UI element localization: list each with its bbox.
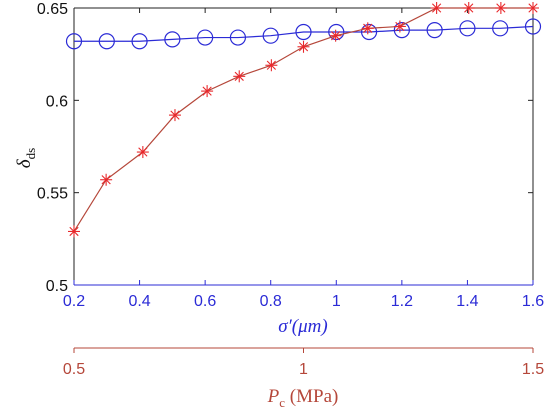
data-point-circle	[229, 29, 247, 46]
y-tick-label: 0.65	[37, 1, 68, 18]
data-point-circle	[426, 22, 443, 39]
x-tick-label: 1.6	[522, 293, 544, 310]
x2-label-subscript: c	[279, 395, 285, 410]
x2-tick-label: 0.5	[63, 361, 85, 378]
x-tick-label: 0.2	[63, 293, 85, 310]
data-point-circle	[65, 33, 83, 50]
y-tick-label: 0.55	[37, 186, 68, 203]
series-layer	[65, 2, 542, 238]
data-point-star	[265, 59, 278, 72]
x-tick-label: 1.2	[391, 293, 413, 310]
data-point-circle	[492, 20, 509, 37]
data-point-circle	[197, 29, 214, 46]
x-tick-label: 0.6	[194, 293, 216, 310]
data-point-star	[527, 2, 539, 14]
data-point-circle	[459, 20, 476, 37]
series-line-circle	[74, 25, 534, 42]
y-axis-label: δds	[14, 148, 38, 168]
x-axis-secondary: 0.5 1 1.5	[63, 347, 544, 378]
data-point-star	[68, 225, 80, 238]
data-point-circle	[524, 18, 542, 35]
data-point-star	[462, 2, 475, 14]
x-tick-label: 0.4	[128, 293, 150, 310]
x-tick-label: 0.8	[260, 293, 282, 310]
data-point-circle	[295, 23, 312, 41]
x2-label-unit: (MPa)	[285, 386, 338, 407]
x-tick-label: 1	[332, 293, 341, 310]
x-axis-label-primary: σ′(μm)	[278, 316, 327, 337]
data-point-circle	[164, 31, 181, 48]
x-axis-primary: 0.2 0.4 0.6 0.8 1 1.2 1.4 1.6	[63, 8, 544, 310]
x-tick-label: 1.4	[456, 293, 478, 310]
y-axis-label-symbol: δ	[14, 158, 35, 168]
data-point-circle	[360, 23, 378, 41]
y-axis-label-subscript: ds	[23, 148, 38, 160]
data-point-circle	[262, 27, 279, 44]
data-point-star	[201, 85, 214, 98]
data-point-star	[136, 146, 149, 159]
data-point-star	[100, 173, 113, 186]
data-point-circle	[393, 22, 410, 39]
y-tick-label: 0.5	[46, 278, 68, 295]
x2-tick-label: 1.5	[522, 361, 544, 378]
data-point-star	[233, 70, 246, 83]
data-point-star	[168, 109, 181, 122]
y-axis: 0.5 0.55 0.6 0.65	[37, 1, 533, 295]
x-axis-label-secondary: Pc (MPa)	[267, 386, 339, 410]
y-tick-label: 0.6	[46, 93, 68, 110]
data-point-circle	[131, 33, 148, 50]
data-point-star	[393, 20, 406, 33]
x2-label-symbol: P	[267, 386, 280, 407]
x2-tick-label: 1	[299, 361, 308, 378]
data-point-circle	[98, 33, 115, 50]
data-point-star	[430, 2, 443, 14]
data-point-circle	[328, 23, 345, 41]
data-point-star	[361, 22, 374, 35]
data-point-star	[329, 29, 342, 42]
data-point-star	[297, 40, 310, 53]
data-point-star	[494, 2, 507, 14]
